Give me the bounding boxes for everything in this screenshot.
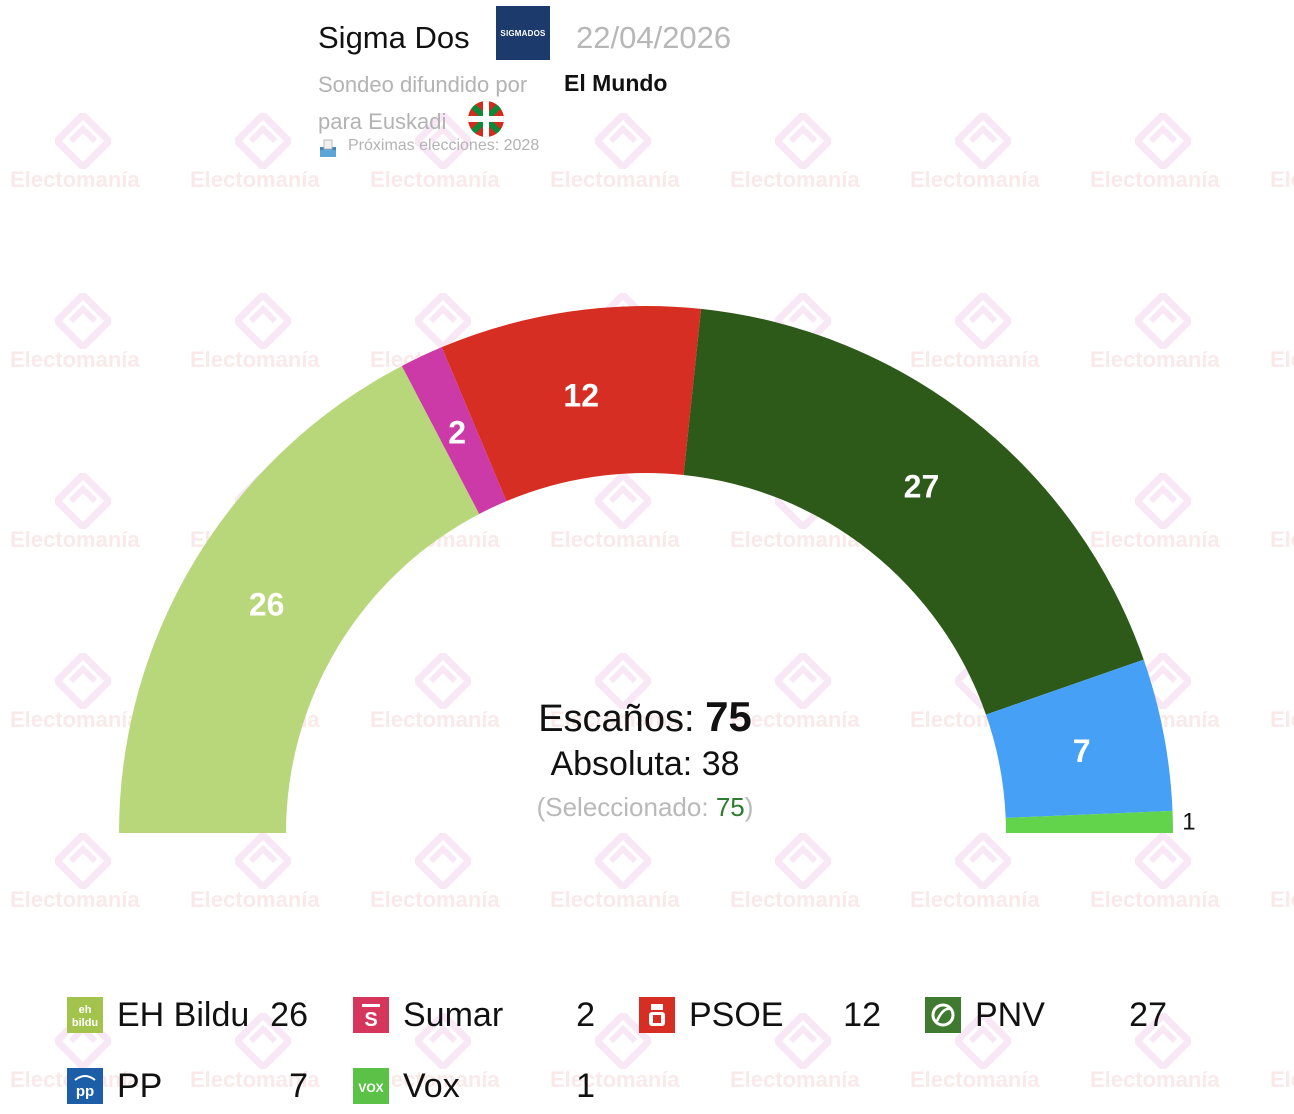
legend-party-seats: 27	[1129, 996, 1167, 1034]
legend-item: S Sumar 2	[353, 995, 595, 1035]
sumar-logo-icon: S	[353, 997, 389, 1033]
poll-date: 22/04/2026	[576, 20, 732, 55]
psoe-logo-icon	[639, 997, 675, 1033]
legend-party-seats: 2	[576, 996, 595, 1034]
legend-party-seats: 7	[289, 1067, 308, 1105]
legend-party-name: Sumar	[403, 996, 504, 1034]
selected-value: 75	[715, 792, 745, 822]
segment-value-label: 7	[1073, 733, 1091, 769]
eh-bildu-logo-icon: eh bildu	[67, 997, 103, 1033]
segment-pnv[interactable]	[683, 308, 1144, 715]
legend-party-name: PSOE	[689, 996, 784, 1034]
pollster-name: Sigma Dos	[318, 20, 470, 55]
legend-item: eh bildu EH Bildu 26	[67, 995, 308, 1035]
pollster-logo: SIGMADOS	[496, 6, 550, 60]
next-elections-label: Próximas elecciones: 2028	[348, 137, 540, 154]
segment-psoe[interactable]	[441, 305, 702, 502]
seats-label: Escaños:	[538, 698, 695, 740]
region-label: para Euskadi	[318, 109, 447, 134]
pnv-logo-icon	[925, 997, 961, 1033]
segment-eh-bildu[interactable]	[119, 365, 480, 833]
segment-pp[interactable]	[985, 659, 1173, 818]
selected-label: (Seleccionado:	[536, 792, 709, 822]
pp-logo-icon: pp	[67, 1068, 103, 1104]
segment-value-label: 2	[448, 415, 466, 451]
svg-text:VOX: VOX	[358, 1081, 383, 1095]
segment-vox[interactable]	[1005, 810, 1173, 833]
legend-item: PNV 27	[925, 995, 1167, 1035]
legend-item: pp PP 7	[67, 1066, 308, 1106]
total-seats-line: Escaños: 75	[445, 695, 845, 741]
segment-value-label: 27	[904, 468, 940, 504]
legend-party-name: EH Bildu	[117, 996, 250, 1034]
majority-value: 38	[701, 745, 740, 783]
poll-header: Sigma Dos SIGMADOS 22/04/2026 Sondeo dif…	[318, 6, 1018, 166]
media-name: El Mundo	[564, 70, 668, 96]
legend-item: PSOE 12	[639, 995, 881, 1035]
legend-party-name: PNV	[975, 996, 1045, 1034]
legend-party-seats: 26	[270, 996, 308, 1034]
disseminated-by-label: Sondeo difundido por	[318, 72, 528, 97]
ikurrina-flag-icon	[468, 101, 504, 142]
segment-value-label: 12	[563, 377, 599, 413]
pollster-logo-text: SIGMADOS	[500, 28, 546, 38]
majority-label: Absoluta:	[550, 745, 693, 783]
svg-text:bildu: bildu	[72, 1017, 98, 1029]
legend-party-seats: 12	[843, 996, 881, 1034]
seats-summary: Escaños: 75 Absoluta: 38 (Seleccionado: …	[445, 695, 845, 827]
segment-sumar[interactable]	[401, 347, 507, 514]
majority-line: Absoluta: 38	[445, 741, 845, 787]
legend-party-name: PP	[117, 1067, 163, 1105]
legend-party-seats: 1	[576, 1067, 595, 1105]
legend-item: VOX Vox 1	[353, 1066, 595, 1106]
selected-line: (Seleccionado: 75)	[445, 787, 845, 827]
svg-text:S: S	[364, 1009, 377, 1031]
ballot-box-icon	[318, 138, 338, 163]
vox-logo-icon: VOX	[353, 1068, 389, 1104]
selected-close: )	[744, 792, 754, 822]
segment-value-label: 1	[1182, 809, 1195, 836]
svg-text:eh: eh	[79, 1004, 92, 1016]
legend-party-name: Vox	[403, 1067, 460, 1105]
segment-value-label: 26	[249, 586, 285, 622]
svg-text:pp: pp	[76, 1083, 94, 1100]
seats-value: 75	[705, 693, 752, 740]
